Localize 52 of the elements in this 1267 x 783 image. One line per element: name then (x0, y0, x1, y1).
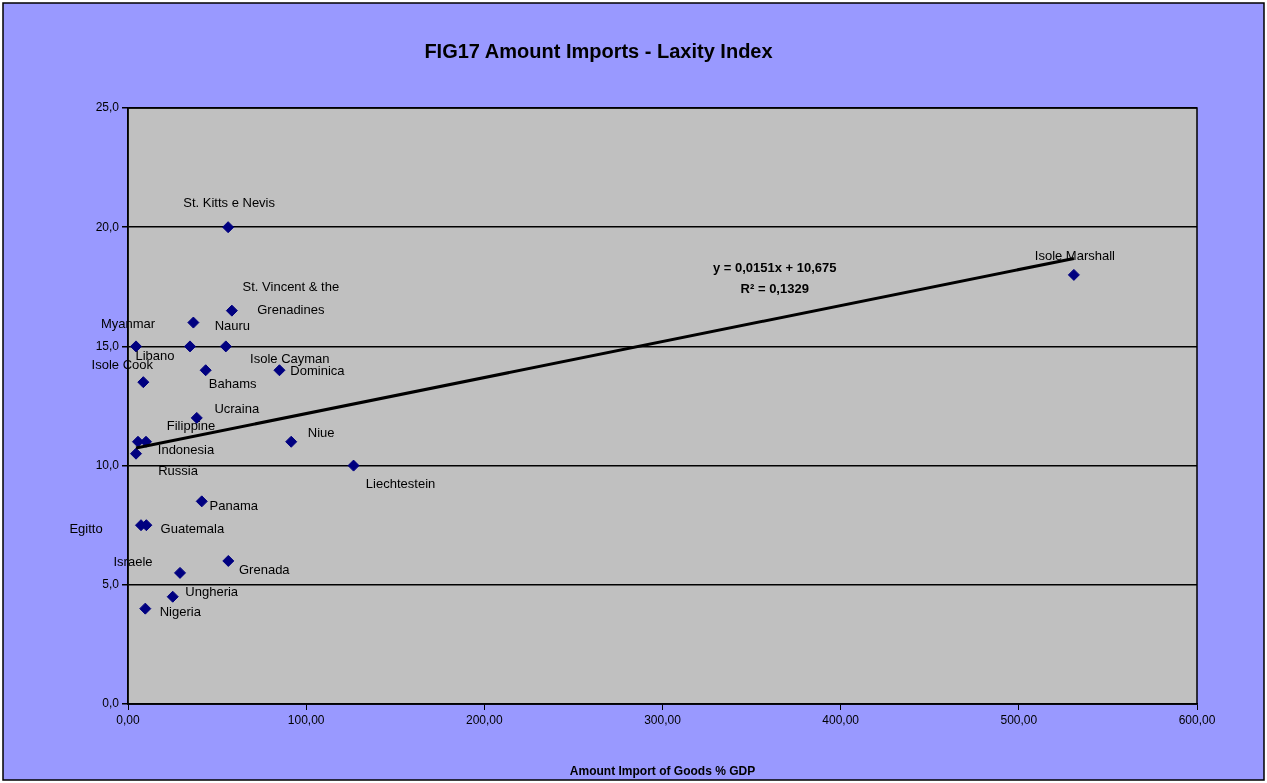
point (285, 435, 298, 448)
point (174, 566, 187, 579)
point (199, 364, 212, 377)
annotation: Panama (209, 497, 259, 513)
point (184, 340, 196, 353)
annotation: Indonesia (157, 442, 215, 458)
annotation: St. Vincent & the Grenadines (242, 278, 340, 317)
y-tick-label: 25,0 (95, 100, 120, 115)
point (166, 590, 179, 603)
annotation: R² = 0,1329 (740, 280, 809, 296)
x-tick-label: 600,00 (1178, 712, 1216, 727)
y-tick-label: 5,0 (102, 577, 120, 592)
point (222, 554, 235, 567)
annotation: Ucraina (214, 401, 260, 417)
x-tick-label: 0,00 (116, 712, 140, 727)
annotation: Russia (158, 463, 199, 479)
y-tick-label: 15,0 (95, 338, 120, 353)
x-tick-label: 500,00 (1000, 712, 1038, 727)
annotation: Niue (307, 425, 335, 441)
point (139, 602, 152, 615)
point (222, 221, 235, 234)
point (130, 340, 143, 353)
annotation: Ungheria (185, 584, 239, 600)
annotation: Liechtestein (365, 476, 436, 492)
annotation: Bahams (208, 375, 258, 391)
y-tick-label: 0,0 (102, 696, 120, 711)
point (225, 304, 238, 317)
chart-title: FIG17 Amount Imports - Laxity Index (424, 39, 773, 62)
annotation: Guatemala (160, 520, 225, 536)
annotation: y = 0,0151x + 10,675 (712, 259, 837, 275)
point (195, 495, 208, 508)
x-axis-title: Amount Import of Goods % GDP (569, 764, 756, 779)
x-tick-label: 100,00 (287, 712, 325, 727)
y-tick-label: 20,0 (95, 219, 120, 234)
annotation: Grenada (239, 561, 291, 577)
point (1067, 268, 1080, 281)
point (130, 447, 143, 460)
y-tick-label: 10,0 (95, 457, 120, 472)
annotation: Nauru (214, 318, 251, 334)
annotation: Egitto (69, 520, 103, 536)
point (273, 364, 286, 377)
x-tick-label: 400,00 (822, 712, 860, 727)
x-tick-label: 300,00 (644, 712, 682, 727)
x-tick-label: 200,00 (465, 712, 504, 727)
point (347, 459, 360, 472)
annotation: St. Kitts e Nevis (183, 194, 276, 210)
point (187, 316, 200, 329)
point (219, 340, 232, 353)
annotation: Filippine (166, 418, 216, 434)
annotation: Nigeria (159, 604, 202, 620)
annotation: Isole Marshall (1034, 248, 1116, 264)
point (137, 376, 150, 389)
